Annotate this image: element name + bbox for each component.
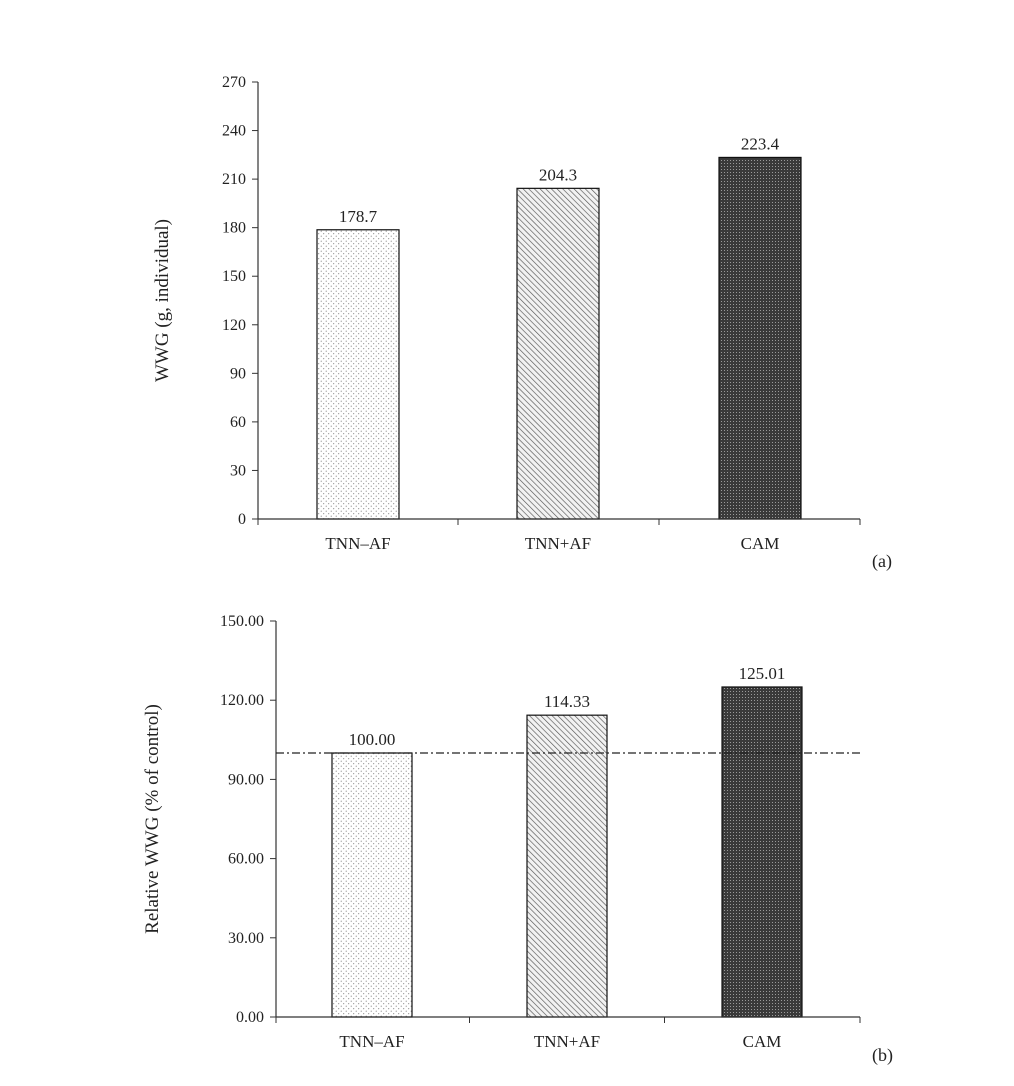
data-label: 223.4 — [741, 134, 780, 153]
y-axis-label: Relative WWG (% of control) — [142, 704, 163, 934]
y-tick-label: 210 — [222, 171, 246, 188]
data-labels: 100.00 114.33 125.01 — [349, 664, 786, 749]
x-category-label: TNN–AF — [325, 534, 390, 553]
y-tick-label: 90 — [230, 365, 246, 382]
y-tick-label: 0 — [238, 511, 246, 528]
data-label: 204.3 — [539, 165, 577, 184]
x-category-label: TNN–AF — [339, 1032, 404, 1051]
y-axis-ticks: 0.00 30.00 60.00 90.00 120.00 150.00 — [220, 613, 276, 1026]
y-tick-label: 150.00 — [220, 613, 264, 630]
chart-panel-b: 0.00 30.00 60.00 90.00 120.00 150.00 100.00 11… — [142, 613, 893, 1066]
y-tick-label: 150 — [222, 268, 246, 285]
y-tick-label: 270 — [222, 74, 246, 91]
axes — [275, 621, 861, 1023]
chart-panel-a: 0 30 60 90 120 150 180 210 240 270 178.7 204.3 223.… — [152, 74, 892, 572]
x-category-label: TNN+AF — [534, 1032, 600, 1051]
y-tick-label: 30 — [230, 462, 246, 479]
y-tick-label: 30.00 — [228, 930, 264, 947]
bars — [316, 156, 802, 520]
x-axis-categories: TNN–AF TNN+AF CAM — [339, 1032, 781, 1051]
y-tick-label: 60.00 — [228, 851, 264, 868]
axes — [257, 82, 861, 525]
y-axis-ticks: 0 30 60 90 120 150 180 210 240 270 — [222, 74, 258, 528]
bar — [721, 686, 803, 1018]
data-label: 178.7 — [339, 207, 378, 226]
y-tick-label: 60 — [230, 414, 246, 431]
y-tick-label: 180 — [222, 220, 246, 237]
data-label: 100.00 — [349, 730, 396, 749]
y-tick-label: 120.00 — [220, 692, 264, 709]
bars — [331, 686, 803, 1018]
bar — [331, 752, 413, 1018]
x-category-label: CAM — [741, 534, 780, 553]
panel-label: (b) — [872, 1045, 893, 1066]
bar — [316, 229, 400, 520]
x-axis-categories: TNN–AF TNN+AF CAM — [325, 534, 779, 553]
data-label: 114.33 — [544, 692, 590, 711]
bar — [718, 156, 802, 520]
y-tick-label: 90.00 — [228, 771, 264, 788]
bar — [516, 187, 600, 520]
y-tick-label: 240 — [222, 123, 246, 140]
x-category-label: TNN+AF — [525, 534, 591, 553]
y-axis-label: WWG (g, individual) — [152, 219, 173, 382]
y-tick-label: 0.00 — [236, 1009, 264, 1026]
data-labels: 178.7 204.3 223.4 — [339, 134, 780, 225]
x-category-label: CAM — [743, 1032, 782, 1051]
y-tick-label: 120 — [222, 317, 246, 334]
data-label: 125.01 — [739, 664, 786, 683]
bar — [526, 714, 608, 1018]
panel-label: (a) — [872, 551, 892, 572]
